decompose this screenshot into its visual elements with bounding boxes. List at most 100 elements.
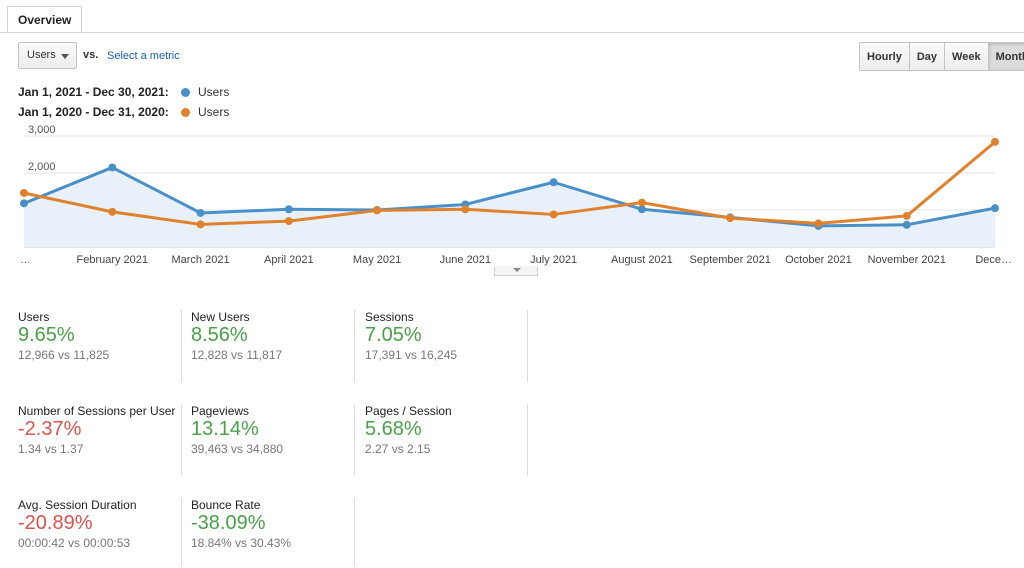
scorecard-comparison: 00:00:42 vs 00:00:53 (18, 536, 131, 550)
data-point-current (637, 205, 646, 214)
x-tick-label: … (20, 254, 31, 266)
scorecard-bounce-rate[interactable]: Bounce Rate -38.09% 18.84% vs 30.43% (191, 498, 356, 568)
scorecard-comparison: 2.27 vs 2.15 (365, 442, 431, 456)
series-line-current (23, 165, 996, 228)
scorecard-title: Pages / Session (365, 404, 452, 418)
scorecard-avg-session-duration[interactable]: Avg. Session Duration -20.89% 00:00:42 v… (18, 498, 183, 568)
divider (181, 310, 182, 382)
scorecard-title: Users (18, 310, 50, 324)
metric-dropdown[interactable]: Users (18, 42, 77, 69)
data-point-current (108, 163, 117, 172)
divider (354, 498, 355, 566)
scorecard-new-users[interactable]: New Users 8.56% 12,828 vs 11,817 (191, 310, 356, 380)
data-point-current (549, 178, 558, 187)
week-button[interactable]: Week (945, 43, 989, 70)
legend-previous: Jan 1, 2020 - Dec 31, 2020: Users (18, 104, 229, 120)
data-point-current (20, 199, 28, 208)
scorecard-comparison: 1.34 vs 1.37 (18, 442, 84, 456)
series-area-current (24, 167, 995, 247)
data-point-current (196, 208, 205, 217)
scorecard-title: Bounce Rate (191, 498, 261, 512)
x-tick-label: Dece… (975, 254, 1012, 266)
divider (354, 310, 355, 382)
hourly-button[interactable]: Hourly (860, 43, 910, 70)
scorecard-comparison: 18.84% vs 30.43% (191, 536, 292, 550)
scorecard-comparison: 12,828 vs 11,817 (191, 348, 283, 362)
scorecard-change: -2.37% (18, 418, 82, 440)
data-point-previous (991, 137, 999, 146)
chevron-down-icon (513, 268, 521, 272)
scorecard-change: 13.14% (191, 418, 259, 440)
scorecard-title: Avg. Session Duration (18, 498, 137, 512)
legend-current: Jan 1, 2021 - Dec 30, 2021: Users (18, 84, 229, 100)
x-tick-label: May 2021 (353, 254, 401, 266)
chart-resize-handle[interactable] (494, 266, 538, 276)
scorecard-change: -20.89% (18, 512, 93, 534)
data-point-previous (373, 206, 382, 215)
scorecard-title: Number of Sessions per User (18, 404, 176, 418)
scorecard-pages-per-session[interactable]: Pages / Session 5.68% 2.27 vs 2.15 (365, 404, 530, 474)
chevron-down-icon (61, 54, 69, 59)
scorecard-sessions-per-user[interactable]: Number of Sessions per User -2.37% 1.34 … (18, 404, 183, 474)
divider (181, 404, 182, 476)
legend-current-dot (181, 87, 190, 97)
month-button[interactable]: Month (988, 43, 1024, 70)
legend-previous-dot (181, 107, 190, 117)
series-line-previous (23, 140, 996, 226)
vs-label: vs. (83, 49, 99, 61)
legend-previous-label: Users (198, 105, 230, 119)
scorecard-comparison: 17,391 vs 16,245 (365, 348, 458, 362)
scorecard-title: Sessions (365, 310, 414, 324)
data-point-previous (726, 214, 735, 223)
scorecard-users[interactable]: Users 9.65% 12,966 vs 11,825 (18, 310, 183, 380)
data-point-previous (196, 220, 205, 229)
x-tick-label: October 2021 (785, 254, 852, 266)
scorecard-sessions[interactable]: Sessions 7.05% 17,391 vs 16,245 (365, 310, 530, 380)
divider (527, 404, 528, 476)
scorecard-title: Pageviews (191, 404, 250, 418)
divider (181, 498, 182, 566)
x-tick-label: November 2021 (868, 254, 946, 266)
x-tick-label: February 2021 (76, 254, 148, 266)
scorecard-change: -38.09% (191, 512, 266, 534)
data-point-previous (108, 207, 117, 216)
metric-dropdown-value: Users (27, 49, 56, 61)
data-point-previous (20, 188, 28, 197)
legend-previous-range: Jan 1, 2020 - Dec 31, 2020: (18, 105, 169, 119)
x-tick-label: September 2021 (690, 254, 771, 266)
interval-selector: Hourly Day Week Month (859, 42, 1024, 71)
y-tick-label: 2,000 (28, 161, 56, 173)
scorecard-change: 9.65% (18, 324, 75, 346)
select-metric-link[interactable]: Select a metric (107, 50, 180, 62)
legend-current-range: Jan 1, 2021 - Dec 30, 2021: (18, 85, 169, 99)
scorecard-comparison: 12,966 vs 11,825 (18, 348, 110, 362)
divider (527, 310, 528, 382)
scorecard-title: New Users (191, 310, 250, 324)
day-button[interactable]: Day (909, 43, 946, 70)
data-point-previous (637, 198, 646, 207)
x-tick-label: June 2021 (440, 254, 491, 266)
data-point-previous (902, 211, 911, 220)
data-point-previous (284, 217, 293, 226)
data-point-current (902, 220, 911, 229)
x-tick-label: July 2021 (530, 254, 577, 266)
scorecard-change: 8.56% (191, 324, 248, 346)
tab-bar: Overview (0, 0, 1024, 33)
x-tick-label: March 2021 (171, 254, 229, 266)
data-point-previous (814, 219, 823, 228)
x-tick-label: August 2021 (611, 254, 673, 266)
scorecard-change: 7.05% (365, 324, 422, 346)
data-point-current (991, 204, 999, 213)
scorecard-change: 5.68% (365, 418, 422, 440)
x-tick-label: April 2021 (264, 254, 314, 266)
scorecard-pageviews[interactable]: Pageviews 13.14% 39,463 vs 34,880 (191, 404, 356, 474)
divider (354, 404, 355, 476)
tab-overview[interactable]: Overview (7, 6, 83, 32)
scorecard-comparison: 39,463 vs 34,880 (191, 442, 284, 456)
data-point-current (284, 205, 293, 214)
data-point-previous (549, 210, 558, 219)
data-point-previous (461, 205, 470, 214)
legend-current-label: Users (198, 85, 230, 99)
y-tick-label: 3,000 (28, 124, 56, 136)
